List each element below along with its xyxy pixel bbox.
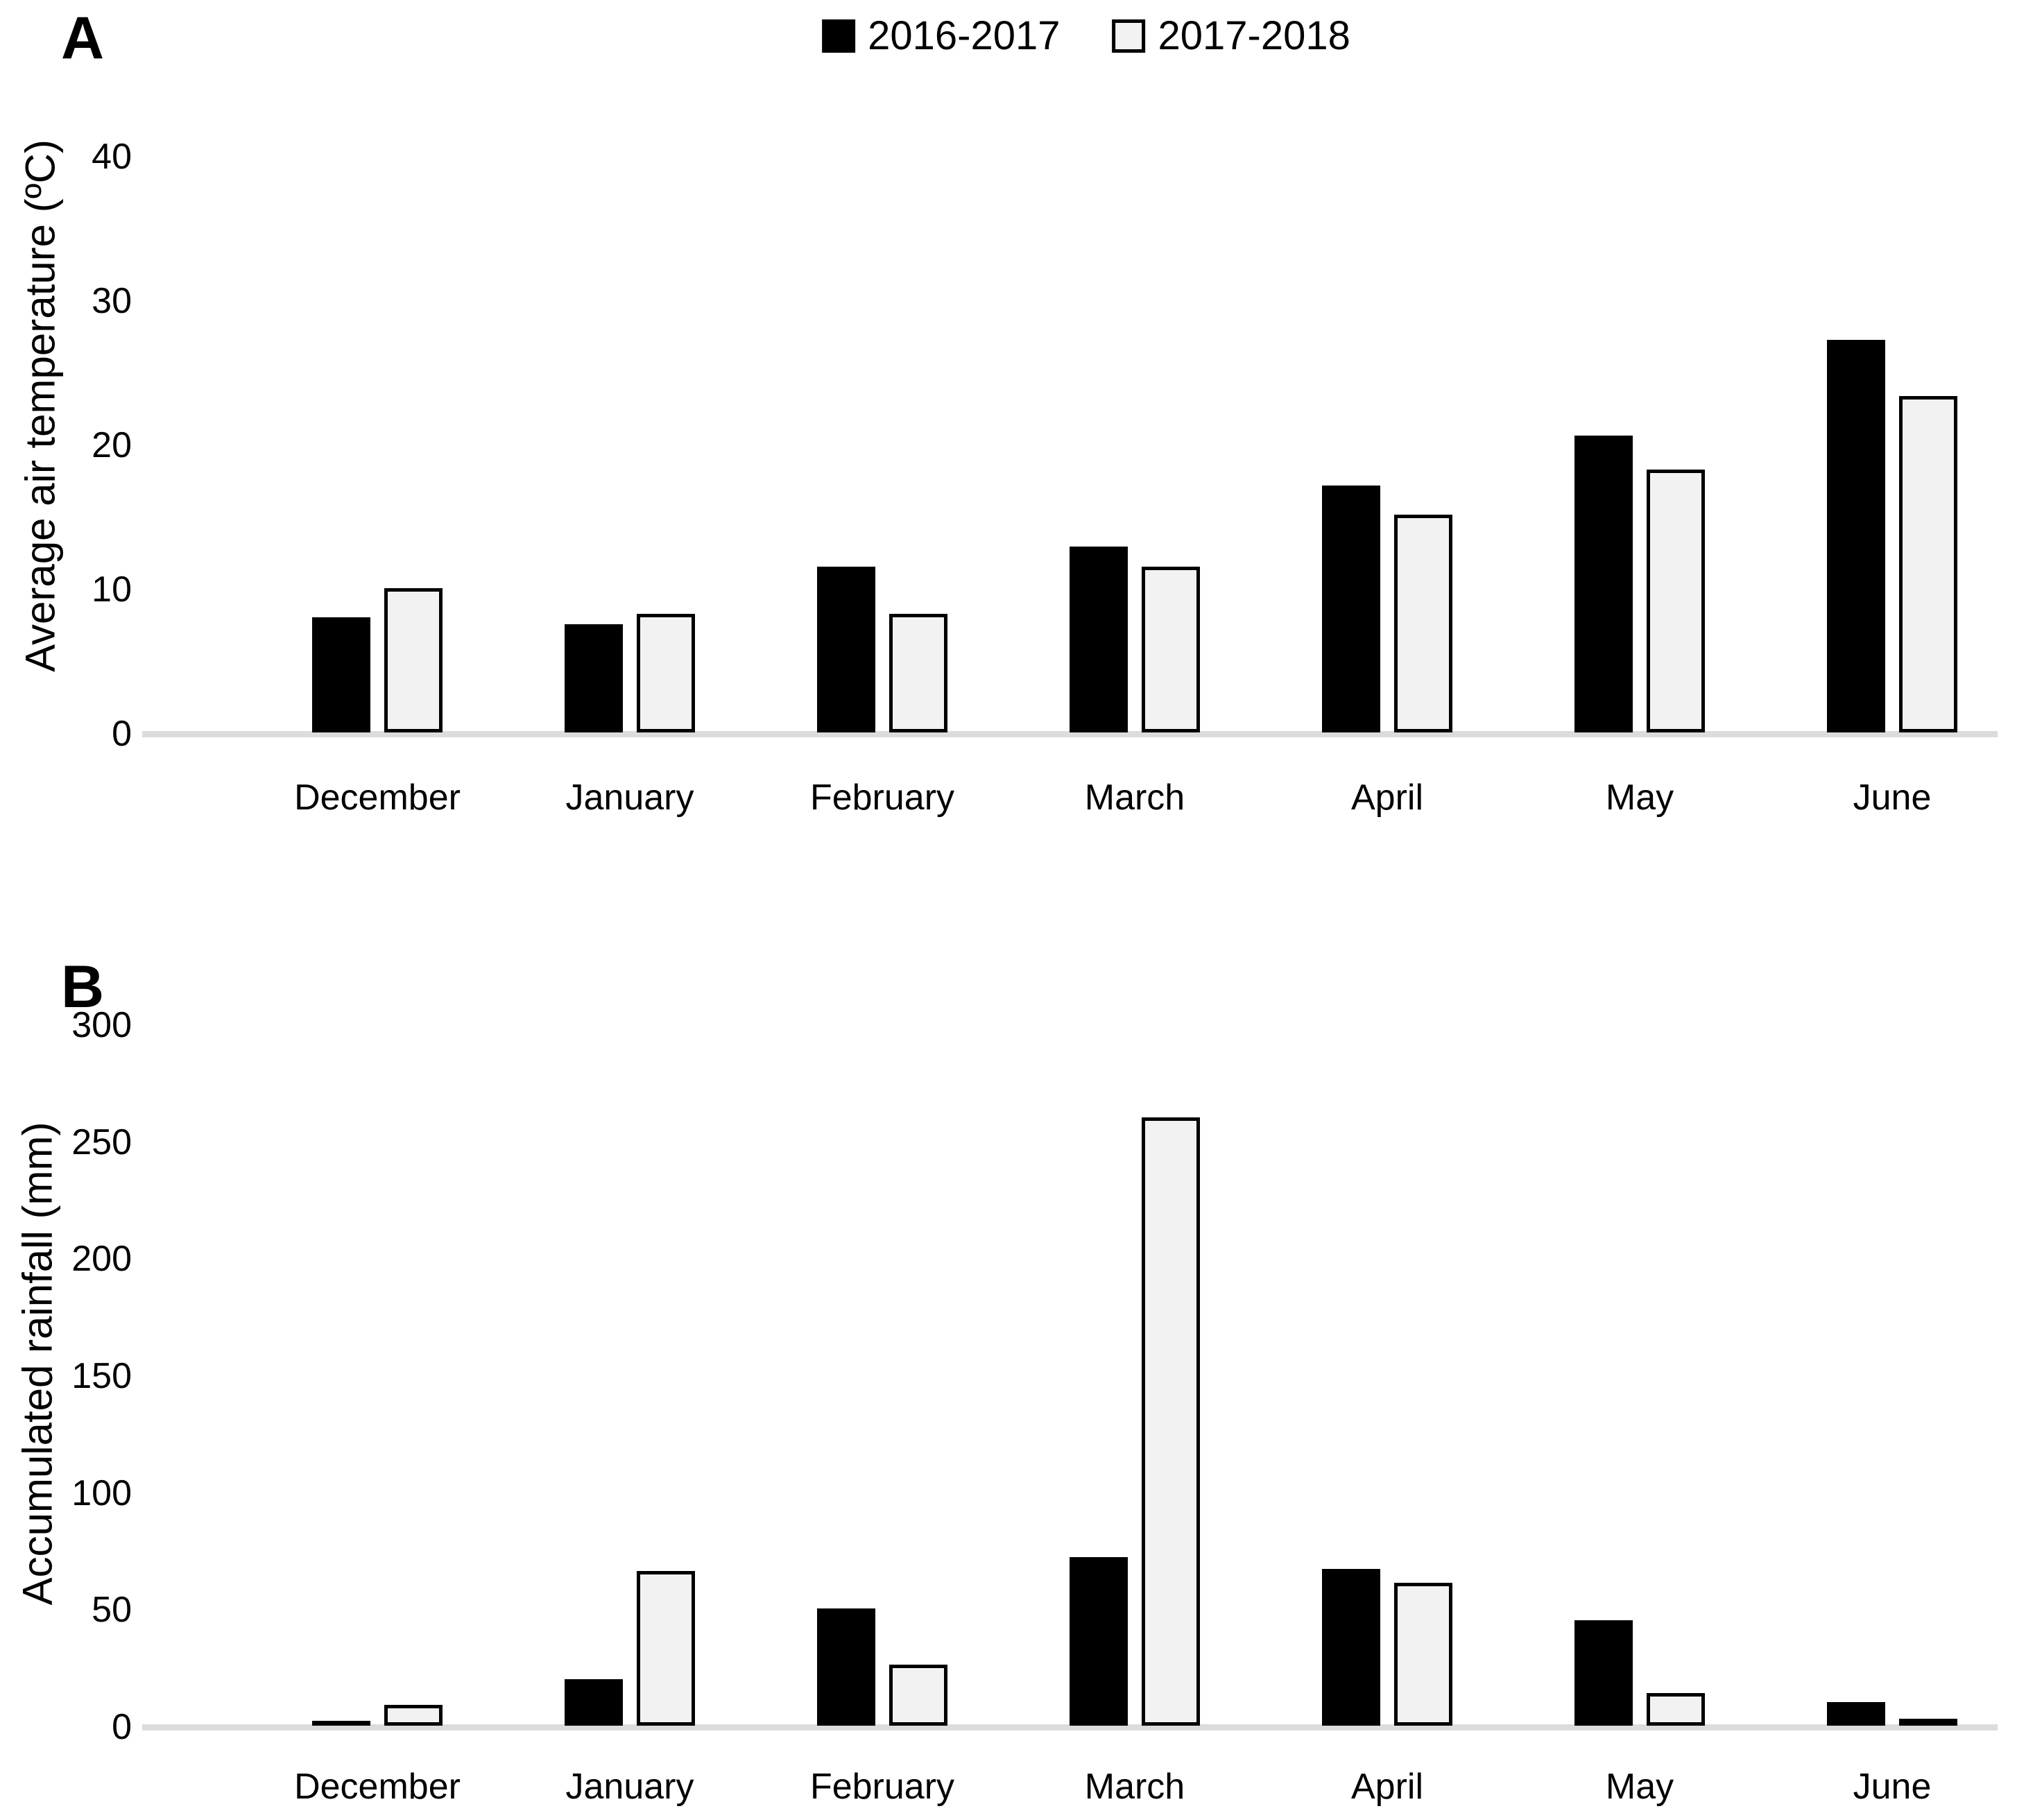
legend: 2016-2017 2017-2018 bbox=[822, 12, 1350, 59]
x-tick-label-panelB-may: May bbox=[1605, 1767, 1674, 1807]
bar-panelB-february-2017-2018 bbox=[889, 1665, 947, 1726]
x-tick-label-panelA-march: March bbox=[1084, 778, 1185, 818]
y-tick-label-panelA-40: 40 bbox=[92, 137, 132, 177]
bar-panelB-january-2016-2017 bbox=[565, 1679, 623, 1726]
y-tick-label-panelB-50: 50 bbox=[92, 1590, 132, 1631]
bar-panelB-may-2017-2018 bbox=[1647, 1693, 1705, 1726]
legend-swatch-open-icon bbox=[1112, 19, 1146, 53]
y-tick-label-panelA-0: 0 bbox=[112, 714, 132, 754]
bar-panelA-march-2017-2018 bbox=[1142, 567, 1200, 732]
bar-panelB-march-2016-2017 bbox=[1070, 1557, 1128, 1726]
legend-item-2017-2018: 2017-2018 bbox=[1112, 12, 1350, 59]
y-tick-label-panelA-20: 20 bbox=[92, 425, 132, 465]
x-tick-label-panelB-january: January bbox=[565, 1767, 694, 1807]
bar-panelB-may-2016-2017 bbox=[1574, 1620, 1633, 1726]
bar-panelA-february-2016-2017 bbox=[817, 567, 875, 732]
legend-item-2016-2017: 2016-2017 bbox=[822, 12, 1061, 59]
bar-panelA-december-2017-2018 bbox=[384, 588, 443, 732]
bar-panelA-january-2017-2018 bbox=[637, 614, 695, 732]
bar-panelB-january-2017-2018 bbox=[637, 1571, 695, 1726]
y-tick-label-panelB-300: 300 bbox=[71, 1005, 132, 1046]
y-tick-label-panelA-10: 10 bbox=[92, 569, 132, 610]
bar-panelA-may-2016-2017 bbox=[1574, 436, 1633, 732]
y-tick-label-panelB-200: 200 bbox=[71, 1239, 132, 1280]
x-axis-line-panelA bbox=[142, 731, 1998, 737]
bar-panelB-april-2017-2018 bbox=[1394, 1583, 1452, 1726]
legend-swatch-filled-icon bbox=[822, 19, 856, 53]
x-tick-label-panelA-may: May bbox=[1605, 778, 1674, 818]
bar-panelB-march-2017-2018 bbox=[1142, 1117, 1200, 1726]
x-tick-label-panelB-march: March bbox=[1084, 1767, 1185, 1807]
y-tick-label-panelA-30: 30 bbox=[92, 281, 132, 321]
x-tick-label-panelB-june: June bbox=[1853, 1767, 1932, 1807]
bar-panelA-may-2017-2018 bbox=[1647, 470, 1705, 732]
bar-panelB-february-2016-2017 bbox=[817, 1608, 875, 1726]
legend-label-2017-2018: 2017-2018 bbox=[1158, 13, 1350, 58]
bar-panelB-december-2017-2018 bbox=[384, 1705, 443, 1726]
bar-panelA-january-2016-2017 bbox=[565, 624, 623, 732]
x-tick-label-panelA-april: April bbox=[1350, 778, 1424, 818]
bar-panelA-june-2016-2017 bbox=[1827, 340, 1885, 732]
panel-b-letter: B bbox=[61, 954, 105, 1020]
y-tick-label-panelB-0: 0 bbox=[112, 1707, 132, 1747]
x-tick-label-panelB-april: April bbox=[1350, 1767, 1424, 1807]
bar-panelA-march-2016-2017 bbox=[1070, 547, 1128, 732]
x-tick-label-panelA-june: June bbox=[1853, 778, 1932, 818]
bar-panelA-february-2017-2018 bbox=[889, 614, 947, 732]
bar-panelA-april-2017-2018 bbox=[1394, 515, 1452, 732]
bar-panelB-april-2016-2017 bbox=[1322, 1569, 1380, 1726]
bar-panelB-june-2017-2018 bbox=[1899, 1719, 1957, 1726]
y-tick-label-panelB-250: 250 bbox=[71, 1122, 132, 1162]
panel-a-letter: A bbox=[61, 5, 105, 71]
x-tick-label-panelA-december: December bbox=[294, 778, 461, 818]
x-tick-label-panelB-december: December bbox=[294, 1767, 461, 1807]
y-tick-label-panelB-100: 100 bbox=[71, 1473, 132, 1513]
x-tick-label-panelA-february: February bbox=[809, 778, 955, 818]
bar-panelB-december-2016-2017 bbox=[312, 1721, 370, 1726]
x-tick-label-panelB-february: February bbox=[809, 1767, 955, 1807]
bar-panelA-june-2017-2018 bbox=[1899, 396, 1957, 732]
bar-panelA-april-2016-2017 bbox=[1322, 486, 1380, 732]
legend-label-2016-2017: 2016-2017 bbox=[868, 13, 1061, 58]
bar-panelB-june-2016-2017 bbox=[1827, 1702, 1885, 1726]
y-tick-label-panelB-150: 150 bbox=[71, 1356, 132, 1397]
x-axis-line-panelB bbox=[142, 1724, 1998, 1731]
bar-panelA-december-2016-2017 bbox=[312, 617, 370, 732]
x-tick-label-panelA-january: January bbox=[565, 778, 694, 818]
